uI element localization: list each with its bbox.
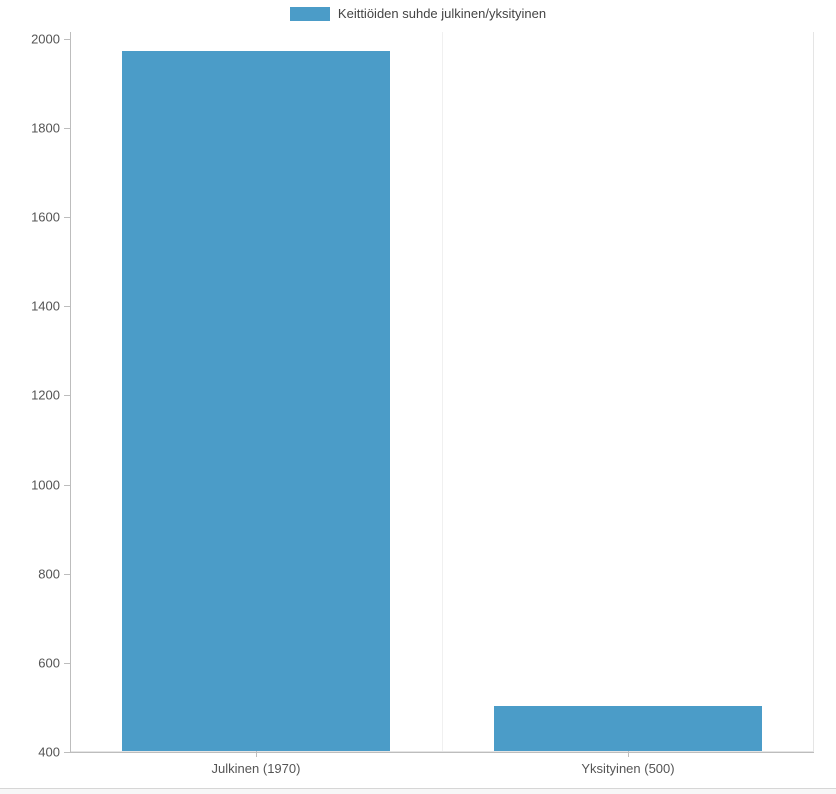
bar bbox=[122, 51, 390, 751]
y-tick-mark bbox=[64, 752, 70, 753]
grid-line-v bbox=[442, 32, 443, 751]
y-tick-mark bbox=[64, 485, 70, 486]
chart-container: Keittiöiden suhde julkinen/yksityinen 40… bbox=[0, 0, 836, 794]
y-tick-label: 2000 bbox=[31, 31, 60, 46]
y-tick-label: 1800 bbox=[31, 120, 60, 135]
y-tick-mark bbox=[64, 574, 70, 575]
y-tick-label: 1000 bbox=[31, 477, 60, 492]
x-axis bbox=[70, 752, 814, 753]
x-tick-mark bbox=[256, 751, 257, 757]
y-tick-mark bbox=[64, 395, 70, 396]
legend-swatch bbox=[290, 7, 330, 21]
y-tick-mark bbox=[64, 663, 70, 664]
legend: Keittiöiden suhde julkinen/yksityinen bbox=[0, 6, 836, 21]
y-axis bbox=[70, 32, 71, 752]
x-tick-label: Yksityinen (500) bbox=[581, 761, 674, 776]
y-tick-mark bbox=[64, 306, 70, 307]
y-tick-label: 1200 bbox=[31, 388, 60, 403]
plot-area: 400600800100012001400160018002000Julkine… bbox=[70, 32, 814, 752]
bottom-border bbox=[0, 788, 836, 794]
x-tick-label: Julkinen (1970) bbox=[212, 761, 301, 776]
y-tick-mark bbox=[64, 217, 70, 218]
legend-label: Keittiöiden suhde julkinen/yksityinen bbox=[338, 6, 546, 21]
y-tick-label: 800 bbox=[38, 566, 60, 581]
y-tick-mark bbox=[64, 39, 70, 40]
x-tick-mark bbox=[628, 751, 629, 757]
y-tick-label: 1600 bbox=[31, 210, 60, 225]
y-tick-label: 600 bbox=[38, 655, 60, 670]
y-tick-label: 1400 bbox=[31, 299, 60, 314]
bar bbox=[494, 706, 762, 751]
y-tick-mark bbox=[64, 128, 70, 129]
y-tick-label: 400 bbox=[38, 745, 60, 760]
